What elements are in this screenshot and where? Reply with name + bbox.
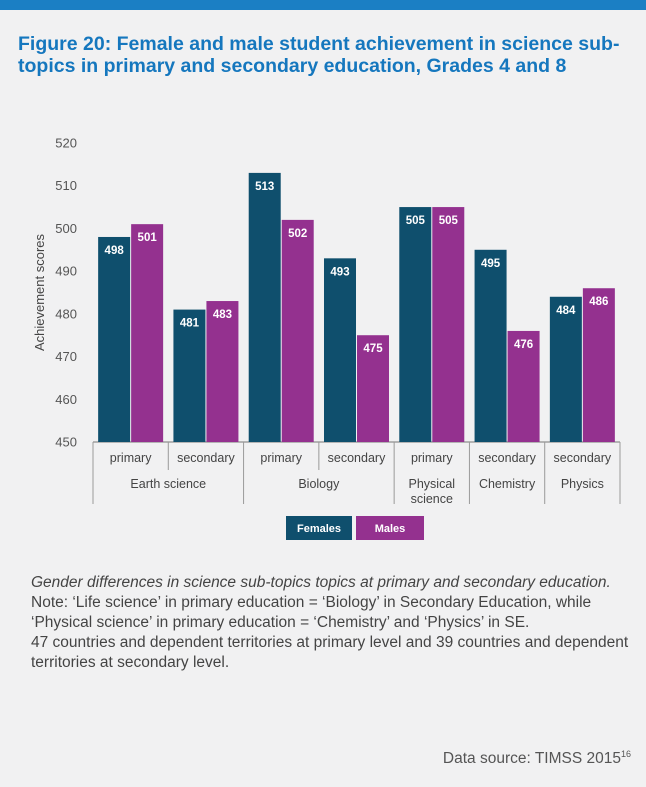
bar-males (432, 207, 465, 442)
x-category-label: secondary (328, 451, 386, 465)
x-group-label: Physics (561, 477, 604, 491)
note-text: Note: ‘Life science’ in primary educatio… (31, 594, 592, 631)
data-label-males: 505 (439, 215, 459, 227)
legend-label: Females (297, 523, 341, 535)
data-source: Data source: TIMSS 201516 (443, 749, 631, 768)
data-label-females: 481 (180, 318, 200, 330)
data-label-females: 484 (556, 305, 576, 317)
y-tick-label: 460 (55, 392, 77, 407)
data-source-text: Data source: TIMSS 2015 (442, 750, 621, 768)
legend-swatch (356, 516, 424, 540)
data-label-females: 495 (481, 258, 501, 270)
bar-males (507, 330, 540, 442)
x-category-label: secondary (478, 451, 536, 465)
bar-females (98, 236, 131, 442)
data-label-males: 483 (213, 309, 232, 321)
x-category-label: secondary (554, 451, 612, 465)
bar-males (131, 224, 164, 442)
bar-females (474, 249, 507, 442)
y-axis-label: Achievement scores (32, 233, 47, 351)
y-tick-label: 510 (55, 178, 77, 193)
data-label-females: 498 (105, 245, 125, 257)
top-accent-bar (0, 0, 646, 10)
data-label-males: 476 (514, 339, 533, 351)
bar-males (582, 288, 615, 442)
data-label-males: 475 (363, 343, 383, 355)
x-group-label: Physical (409, 477, 456, 491)
x-category-label: primary (411, 451, 453, 465)
data-label-males: 501 (138, 232, 158, 244)
x-category-label: secondary (177, 451, 235, 465)
legend-label: Males (375, 523, 406, 535)
figure-title: Figure 20: Female and male student achie… (18, 33, 620, 77)
bar-males (206, 301, 239, 442)
y-tick-label: 490 (55, 264, 77, 279)
legend-swatch (286, 516, 352, 540)
x-category-label: primary (260, 451, 302, 465)
bar-males (357, 335, 389, 442)
bar-chart: Achievement scores 450 460 470 480 490 500 510 5… (32, 136, 621, 540)
y-tick-label: 470 (55, 349, 77, 364)
bar-females (399, 207, 432, 442)
data-label-females: 513 (255, 181, 274, 193)
y-tick-label: 520 (55, 136, 77, 151)
x-group-label: Earth science (130, 477, 206, 491)
bar-females (549, 296, 582, 442)
countries-text: 47 countries and dependent territories a… (31, 634, 629, 671)
x-group-label: Biology (298, 477, 340, 491)
x-group-label: science (411, 492, 453, 506)
x-category-label: primary (110, 451, 152, 465)
y-tick-label: 480 (55, 306, 77, 321)
bar-females (324, 258, 356, 442)
footnote-marker: 16 (620, 749, 631, 759)
caption-text: Gender differences in science sub-topics… (31, 574, 611, 591)
x-group-label: Chemistry (479, 477, 536, 491)
data-label-females: 505 (406, 215, 426, 227)
y-tick-label: 500 (55, 221, 77, 236)
figure-notes: Gender differences in science sub-topics… (31, 573, 631, 673)
y-tick-label: 450 (55, 435, 77, 450)
bar-females (173, 309, 206, 442)
data-label-males: 502 (288, 228, 307, 240)
bar-females (248, 172, 281, 442)
bar-males (281, 219, 314, 442)
data-label-females: 493 (330, 266, 349, 278)
data-label-males: 486 (589, 296, 608, 308)
